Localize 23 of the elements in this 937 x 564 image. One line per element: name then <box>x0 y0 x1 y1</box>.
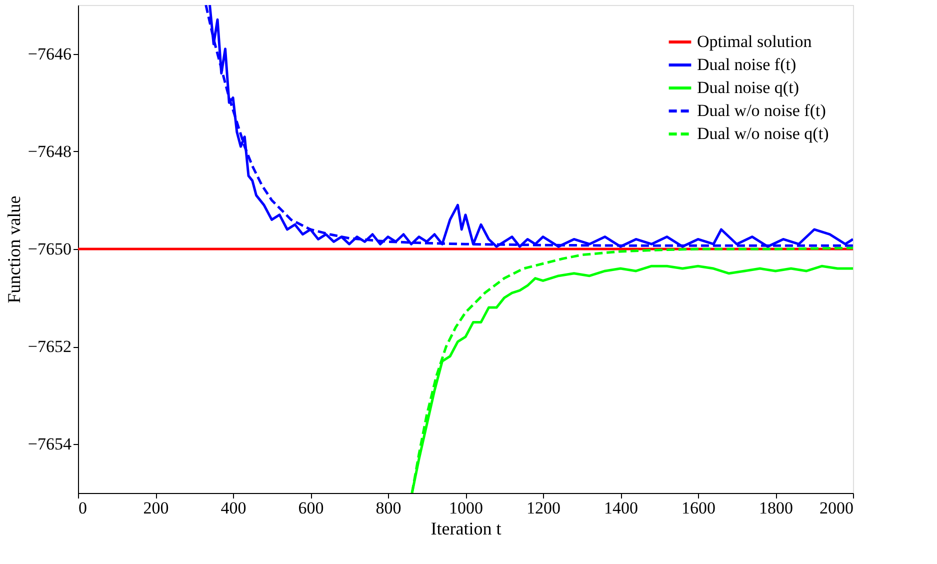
y-tick-label: −7646 <box>28 44 72 64</box>
y-tick-label: −7654 <box>28 434 72 454</box>
legend-label: Dual w/o noise f(t) <box>697 101 826 120</box>
x-tick-label: 0 <box>78 498 87 518</box>
x-tick-label: 2000 <box>820 498 854 518</box>
y-axis-title: Function value <box>4 196 24 304</box>
legend-label: Dual w/o noise q(t) <box>697 124 829 143</box>
x-tick-label: 600 <box>298 498 324 518</box>
x-tick-label: 1800 <box>759 498 793 518</box>
x-axis-title: Iteration t <box>430 518 502 538</box>
y-tick-label: −7652 <box>28 337 72 356</box>
legend-label: Dual noise q(t) <box>697 78 799 97</box>
x-tick-label: 400 <box>220 498 246 518</box>
x-tick-label: 800 <box>376 498 402 518</box>
x-tick-label: 1200 <box>526 498 560 518</box>
x-tick-label: 200 <box>143 498 169 518</box>
legend-label: Optimal solution <box>697 32 812 51</box>
y-tick-label: −7650 <box>28 240 72 258</box>
y-tick-label: −7648 <box>28 142 72 161</box>
x-tick-label: 1000 <box>449 498 483 518</box>
legend-label: Dual noise f(t) <box>697 55 796 74</box>
x-tick-label: 1400 <box>604 498 638 518</box>
x-tick-label: 1600 <box>682 498 716 518</box>
